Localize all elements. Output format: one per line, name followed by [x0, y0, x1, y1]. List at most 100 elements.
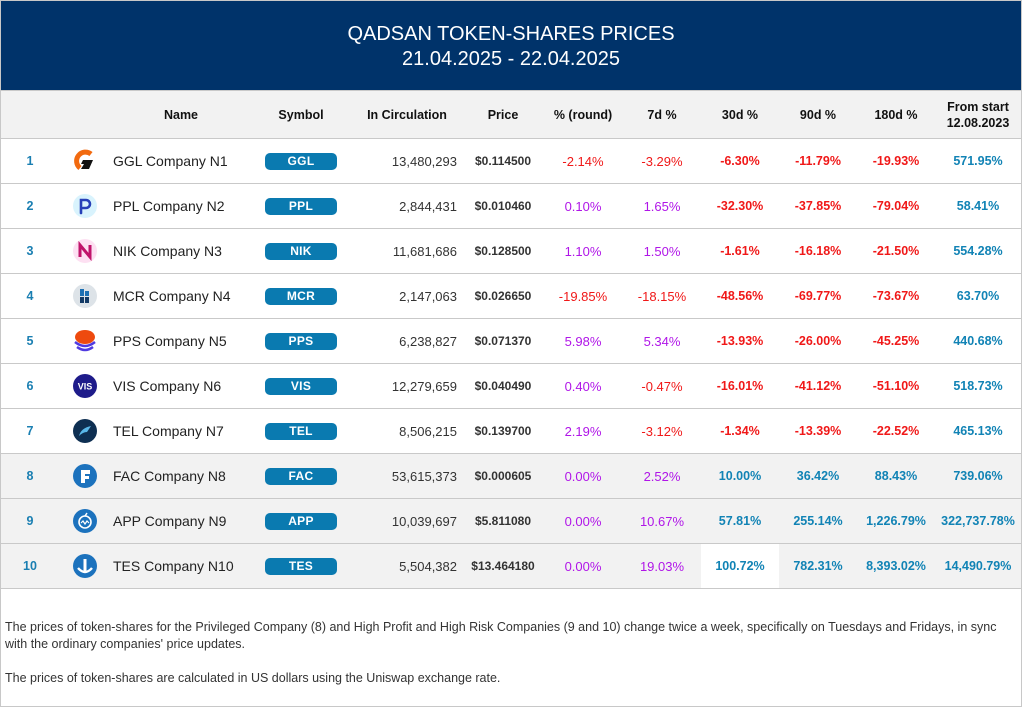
mcr-logo-icon	[72, 283, 98, 309]
change-90d: 782.31%	[793, 559, 843, 573]
symbol-badge: FAC	[265, 467, 337, 485]
tel-logo-icon	[72, 418, 98, 444]
change-7d: -3.29%	[641, 153, 683, 169]
header-price: Price	[487, 107, 519, 122]
header-circulation: In Circulation	[367, 107, 447, 122]
footnote-exchange-rate: The prices of token-shares are calculate…	[5, 671, 501, 685]
change-90d: -26.00%	[794, 334, 842, 348]
table-row: 9 APP Company N9 APP 10,039,697 $5.811080 0.0…	[1, 498, 1021, 544]
change-from-start: 440.68%	[953, 334, 1003, 348]
change-30d: 100.72%	[701, 543, 779, 589]
table-row: 10 TES Company N10 TES 5,504,382 $13.464180 0…	[1, 543, 1021, 589]
price: $5.811080	[474, 514, 532, 528]
company-name: TES Company N10	[113, 558, 234, 574]
change-90d: -13.39%	[794, 424, 842, 438]
price: $0.010460	[474, 199, 532, 213]
change-30d: -1.34%	[720, 424, 760, 438]
row-rank: 2	[26, 199, 34, 213]
change-7d: 19.03%	[639, 558, 685, 574]
change-30d: -1.61%	[720, 244, 760, 258]
change-from-start: 14,490.79%	[944, 559, 1012, 573]
header-from-start-label: From start	[947, 99, 1009, 114]
report-banner: QADSAN TOKEN-SHARES PRICES 21.04.2025 - …	[1, 1, 1021, 90]
report-date-range: 21.04.2025 - 22.04.2025	[402, 47, 620, 70]
ggl-logo-icon	[72, 148, 98, 174]
header-7d: 7d %	[647, 107, 677, 122]
change-90d: 255.14%	[793, 514, 843, 528]
change-7d: 5.34%	[643, 333, 681, 349]
row-rank: 5	[26, 334, 34, 348]
company-name: APP Company N9	[113, 513, 227, 529]
change-180d: -22.52%	[872, 424, 920, 438]
in-circulation: 12,279,659	[391, 378, 457, 394]
change-180d: 1,226.79%	[866, 514, 926, 528]
change-30d: -16.01%	[716, 379, 764, 393]
footnotes: The prices of token-shares for the Privi…	[1, 619, 1021, 687]
symbol-badge: TES	[265, 557, 337, 575]
header-from-start-date: 12.08.2023	[946, 115, 1010, 130]
change-180d: 8,393.02%	[866, 559, 926, 573]
change-7d: -18.15%	[637, 288, 687, 304]
table-row: 8 FAC Company N8 FAC 53,615,373 $0.000605 0.0…	[1, 453, 1021, 499]
symbol-badge: GGL	[265, 152, 337, 170]
symbol-badge: MCR	[265, 287, 337, 305]
pps-logo-icon	[72, 328, 98, 354]
change-30d: 10.00%	[718, 469, 762, 483]
change-round: -2.14%	[562, 153, 604, 169]
change-180d: -19.93%	[872, 154, 920, 168]
change-from-start: 58.41%	[956, 199, 1000, 213]
change-7d: 1.65%	[643, 198, 681, 214]
in-circulation: 2,844,431	[399, 198, 457, 214]
footnote-update-schedule: The prices of token-shares for the Privi…	[5, 620, 997, 651]
change-from-start: 322,737.78%	[941, 514, 1015, 528]
row-rank: 7	[26, 424, 34, 438]
change-90d: -37.85%	[794, 199, 842, 213]
in-circulation: 53,615,373	[391, 468, 457, 484]
symbol-badge: PPS	[265, 332, 337, 350]
symbol-badge: PPL	[265, 197, 337, 215]
change-90d: -16.18%	[794, 244, 842, 258]
header-name: Name	[163, 107, 199, 122]
row-rank: 6	[26, 379, 34, 393]
row-rank: 9	[26, 514, 34, 528]
change-from-start: 554.28%	[953, 244, 1003, 258]
change-180d: -51.10%	[872, 379, 920, 393]
svg-text:VIS: VIS	[78, 382, 93, 392]
table-header-row: Name Symbol In Circulation Price % (roun…	[1, 90, 1021, 139]
price: $0.071370	[474, 334, 532, 348]
in-circulation: 11,681,686	[392, 243, 457, 259]
symbol-badge: NIK	[265, 242, 337, 260]
vis-logo-icon: VIS	[72, 373, 98, 399]
change-from-start: 465.13%	[953, 424, 1003, 438]
change-30d: -13.93%	[716, 334, 764, 348]
change-30d: 57.81%	[718, 514, 762, 528]
table-row: 4 MCR Company N4 MCR 2,147,063 $0.026650 -19.…	[1, 274, 1021, 319]
header-symbol: Symbol	[278, 107, 324, 122]
change-30d: -32.30%	[716, 199, 764, 213]
row-rank: 10	[23, 559, 37, 573]
change-90d: -69.77%	[794, 289, 842, 303]
company-name: MCR Company N4	[113, 288, 231, 304]
header-30d: 30d %	[721, 107, 759, 122]
report-title: QADSAN TOKEN-SHARES PRICES	[347, 22, 675, 45]
change-round: -19.85%	[558, 288, 608, 304]
change-round: 0.10%	[564, 198, 602, 214]
fac-logo-icon	[72, 463, 98, 489]
company-name: TEL Company N7	[113, 423, 224, 439]
prices-table: Name Symbol In Circulation Price % (roun…	[1, 90, 1021, 589]
header-from-start: From start 12.08.2023	[935, 91, 1021, 139]
change-180d: -79.04%	[872, 199, 920, 213]
company-name: GGL Company N1	[113, 153, 228, 169]
change-round: 0.00%	[564, 513, 602, 529]
change-90d: -41.12%	[794, 379, 842, 393]
row-rank: 8	[26, 469, 34, 483]
table-row: 6 VIS VIS Company N6 VIS 12,279,659 $0.040490…	[1, 364, 1021, 409]
price: $0.114500	[474, 154, 532, 168]
header-logo	[59, 91, 111, 139]
change-7d: 10.67%	[639, 513, 685, 529]
price: $13.464180	[471, 559, 535, 573]
symbol-badge: VIS	[265, 377, 337, 395]
in-circulation: 6,238,827	[399, 333, 457, 349]
change-from-start: 571.95%	[953, 154, 1003, 168]
price: $0.128500	[474, 244, 532, 258]
